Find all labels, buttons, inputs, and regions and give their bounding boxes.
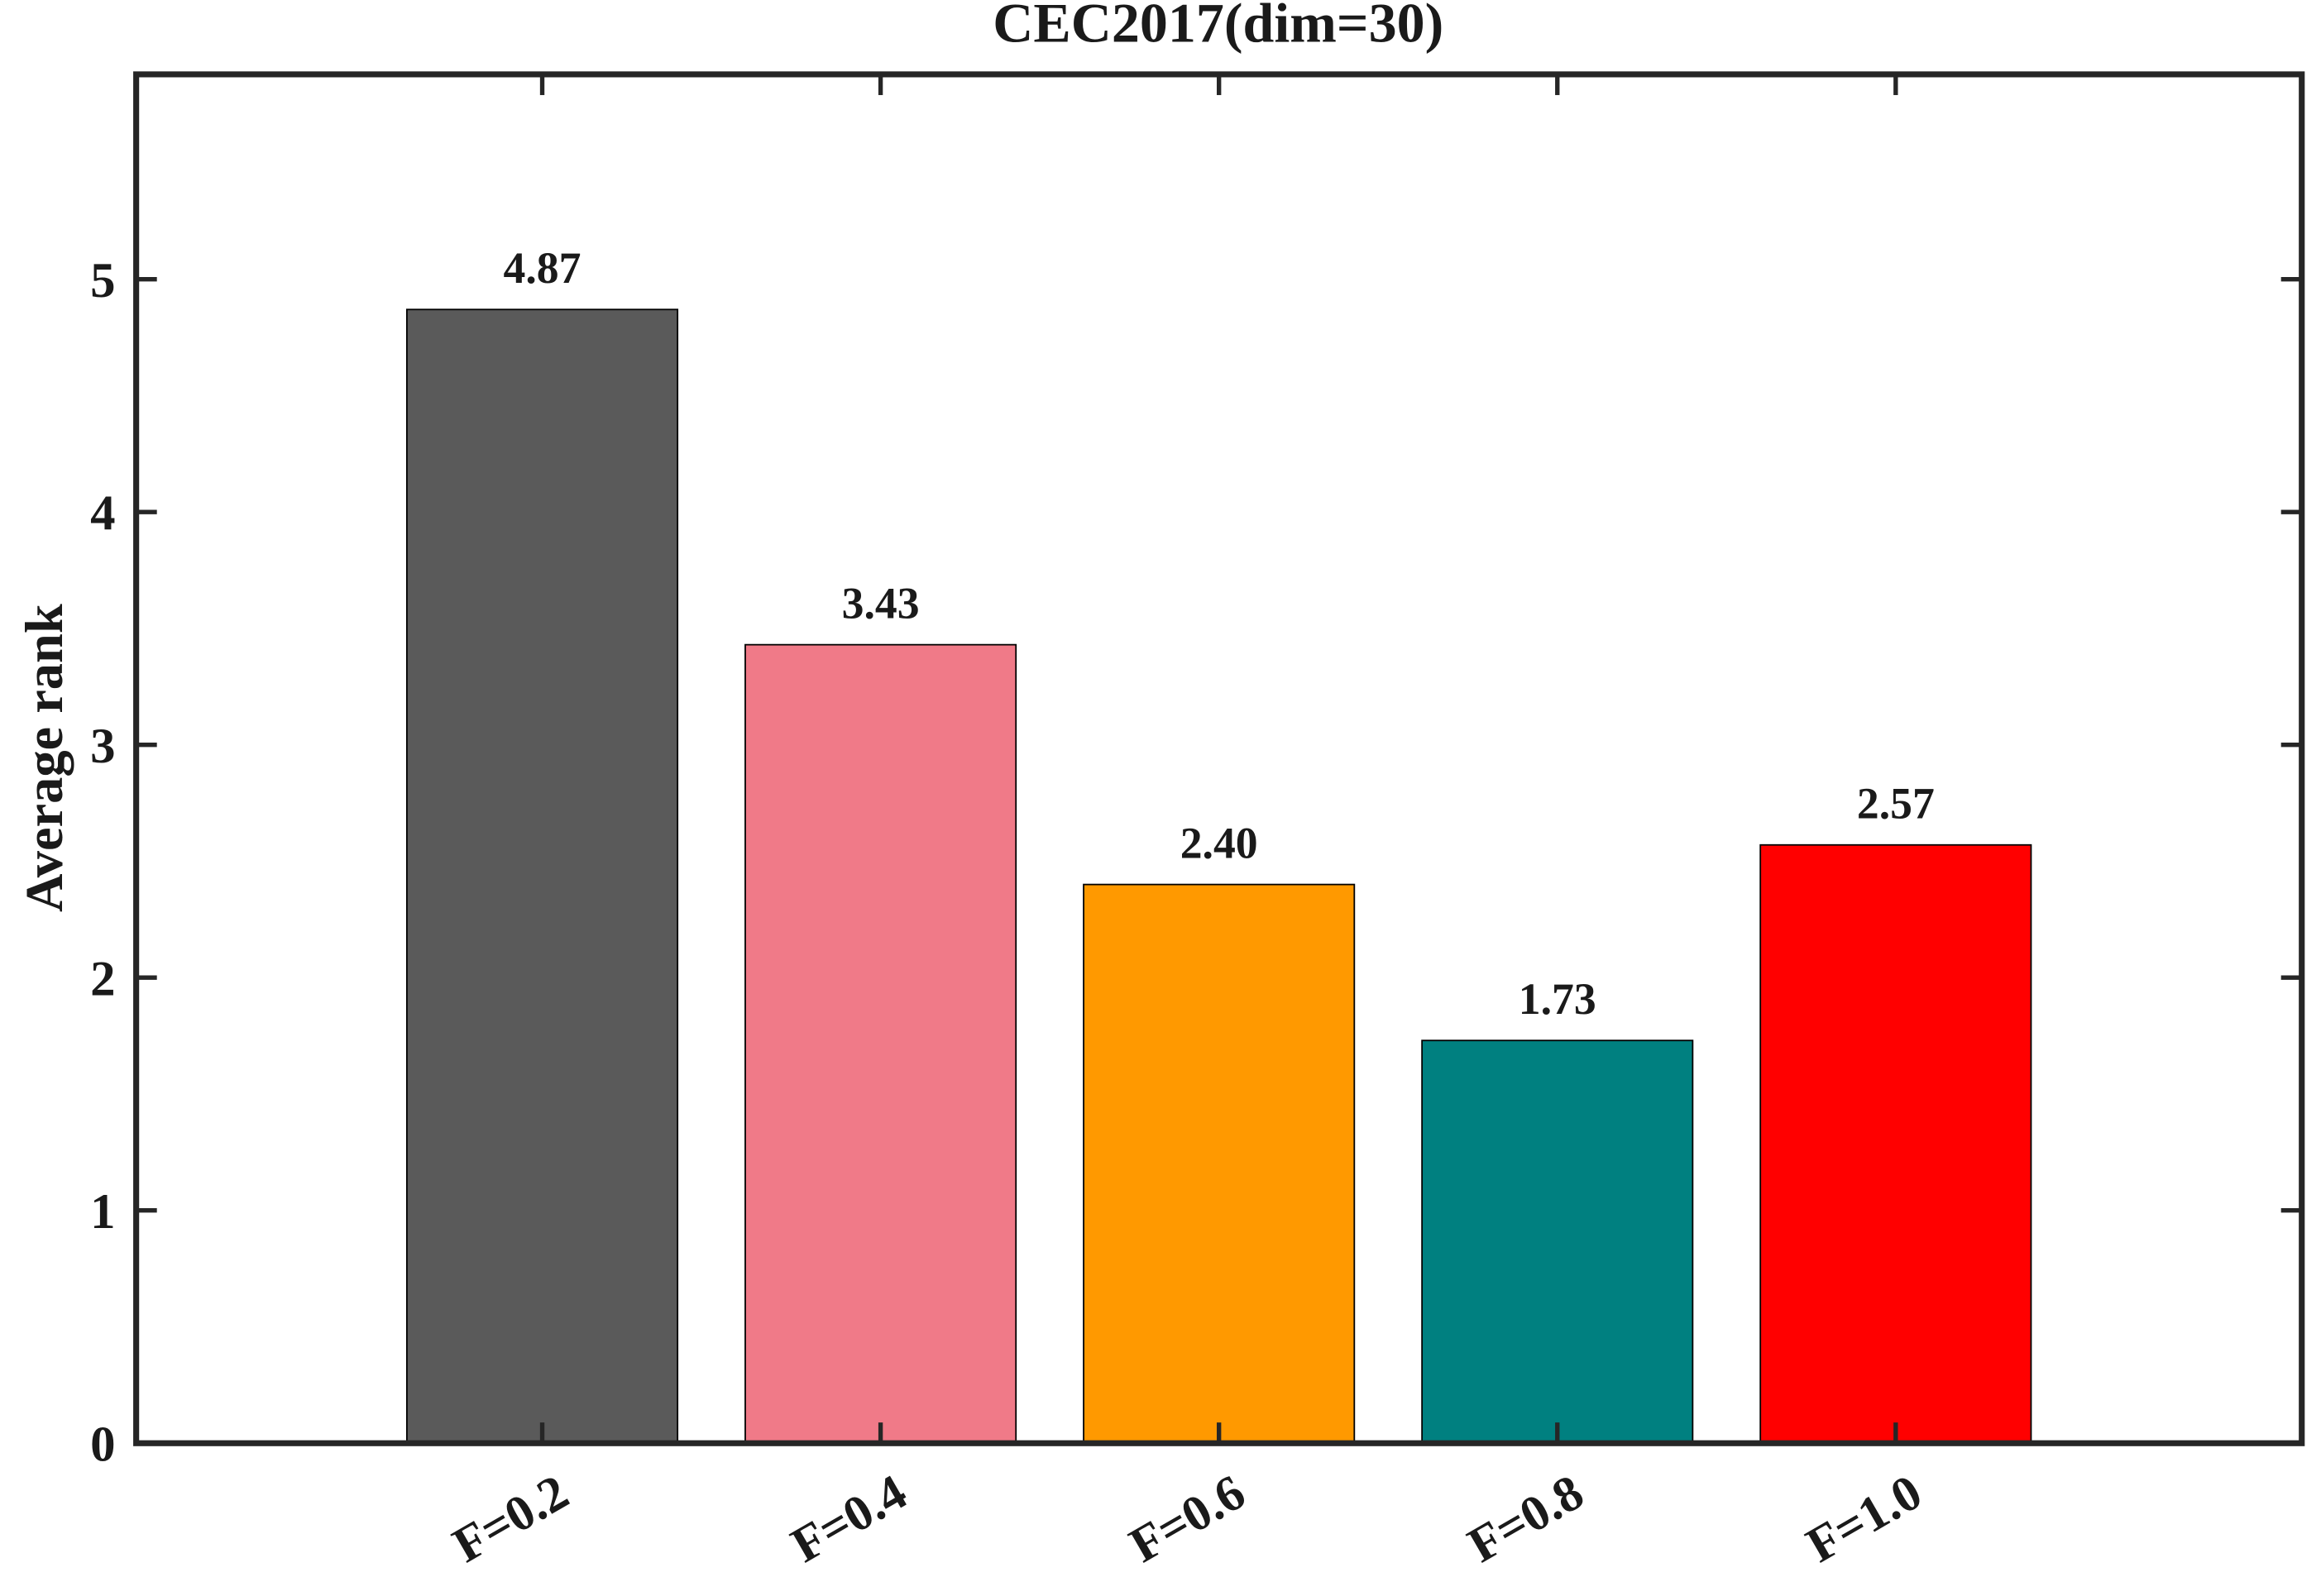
x-tick-label: F=0.4 [782,1465,916,1574]
value-label: 3.43 [842,578,920,628]
value-label: 4.87 [504,243,581,293]
y-tick-label: 0 [90,1417,115,1473]
y-tick-label: 4 [90,486,115,542]
bar [1083,883,1356,1445]
x-tick-label: F=1.0 [1797,1465,1931,1574]
chart-title: CEC2017(dim=30) [993,0,1443,55]
bar [406,308,679,1445]
y-tick-label: 1 [90,1184,115,1240]
x-tick-label: F=0.2 [444,1465,578,1574]
plot-frame [133,71,2305,1446]
y-tick-label: 5 [90,253,115,308]
y-axis-label: Average rank [15,604,74,912]
y-tick-label: 2 [90,952,115,1007]
y-tick-label: 3 [90,719,115,774]
bar [744,643,1017,1445]
bar [1759,843,2032,1445]
value-label: 2.57 [1857,779,1935,829]
bar [1421,1039,1694,1445]
value-label: 1.73 [1519,974,1596,1024]
x-tick-label: F=0.8 [1459,1465,1593,1574]
x-tick-label: F=0.6 [1121,1465,1255,1574]
value-label: 2.40 [1180,818,1258,867]
